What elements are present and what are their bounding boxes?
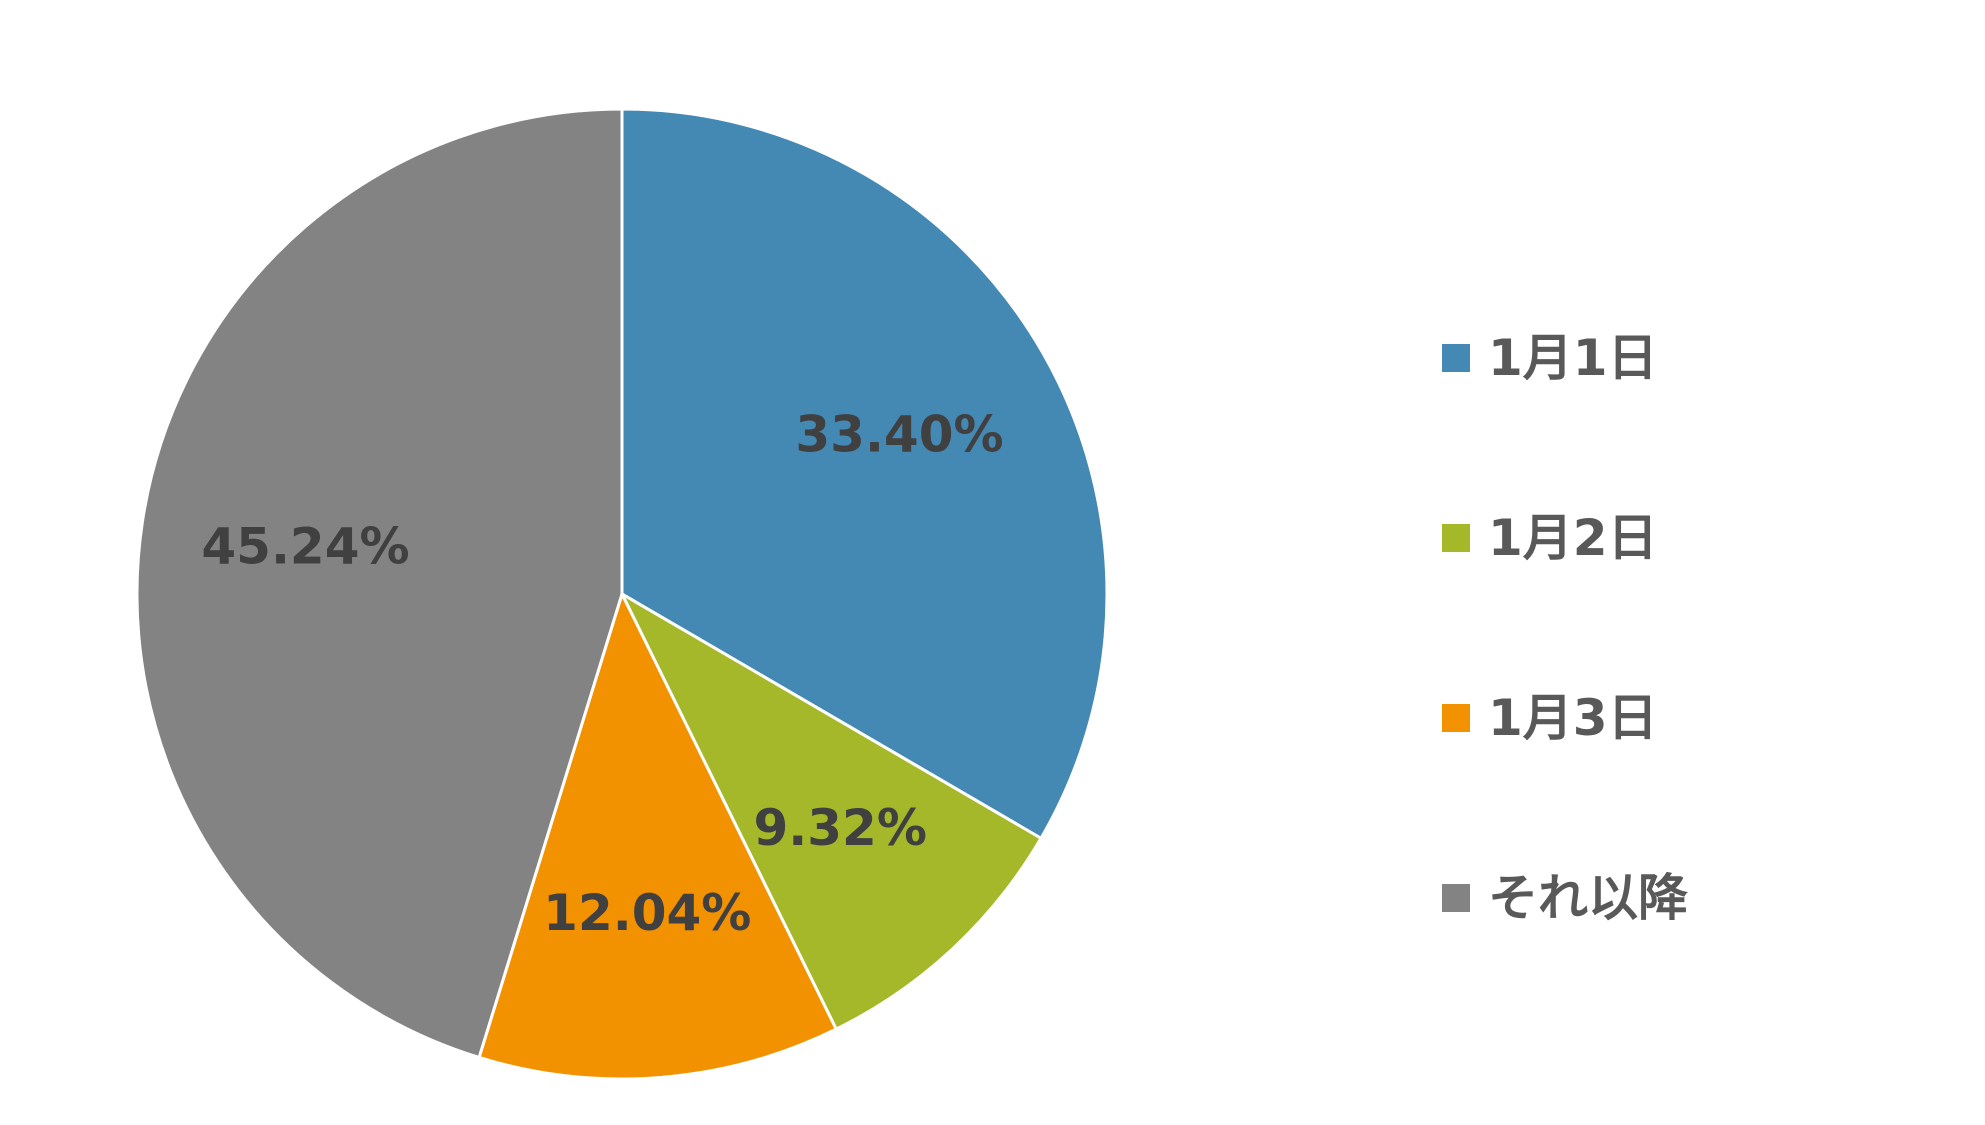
slice-1	[620, 107, 1109, 841]
data-label-3: 12.04%	[543, 884, 751, 942]
legend-swatch-2	[1442, 524, 1470, 552]
data-labels: 33.40% 9.32%12.04% 45.24%	[201, 406, 1003, 943]
data-label-1: 33.40%	[795, 406, 1003, 464]
legend-swatch-1	[1442, 344, 1470, 372]
slice-2	[618, 590, 1044, 1032]
legend-item-3: 1月3日	[1442, 689, 1658, 747]
legend-label-3: 1月3日	[1488, 689, 1658, 747]
legend-label-2: 1月2日	[1488, 509, 1658, 567]
legend-item-1: 1月1日	[1442, 329, 1658, 387]
legend-label-1: 1月1日	[1488, 329, 1658, 387]
legend-swatch-4	[1442, 884, 1470, 912]
pie-slices	[135, 107, 1109, 1081]
slice-3	[477, 589, 839, 1081]
legend-item-2: 1月2日	[1442, 509, 1658, 567]
data-label-2: 9.32%	[753, 799, 926, 857]
slice-4	[135, 107, 624, 1060]
legend-item-4: それ以降	[1442, 869, 1688, 927]
legend-swatch-3	[1442, 704, 1470, 732]
data-label-4: 45.24%	[201, 517, 409, 575]
legend-label-4: それ以降	[1488, 869, 1688, 927]
